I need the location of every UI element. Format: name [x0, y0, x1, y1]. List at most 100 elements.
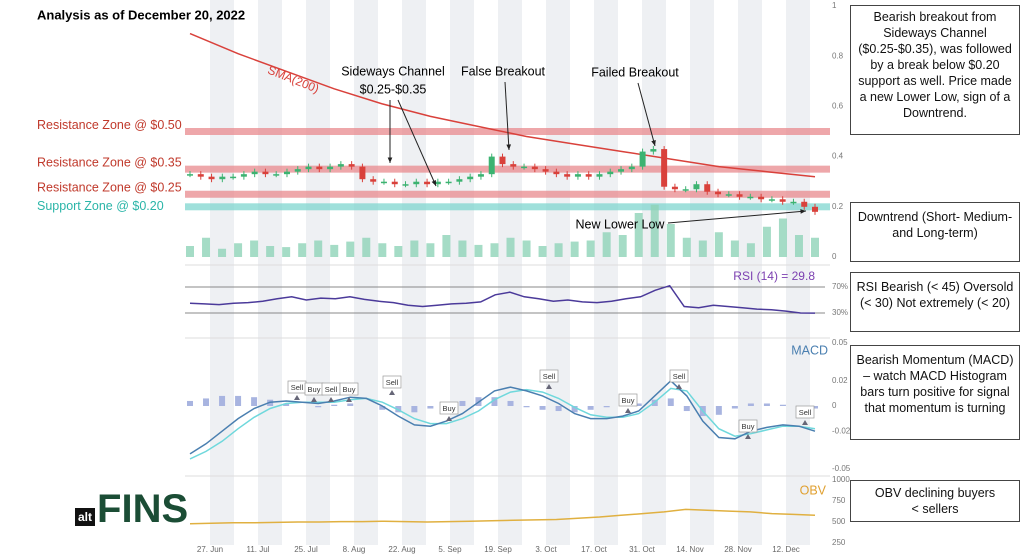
histogram-bar — [587, 406, 594, 410]
candle — [499, 156, 506, 165]
annotation: False Breakout — [461, 64, 546, 78]
volume-bar — [282, 247, 291, 257]
candle — [510, 164, 517, 167]
y-tick-label: 0.02 — [832, 376, 848, 385]
histogram-bar — [683, 406, 690, 412]
arrow — [397, 99, 437, 187]
histogram-bar — [219, 395, 226, 406]
histogram-bar — [507, 400, 514, 406]
signal-label: Buy — [622, 396, 635, 405]
candle — [790, 201, 797, 204]
candle — [574, 174, 581, 177]
x-tick-label: 14. Nov — [676, 545, 704, 554]
candle — [812, 206, 818, 212]
volume-bar — [778, 218, 787, 257]
histogram-bar — [523, 406, 530, 408]
candle — [553, 171, 560, 175]
x-tick-label: 27. Jun — [197, 545, 223, 554]
note: Bearish Momentum (MACD) – watch MACD His… — [850, 345, 1020, 440]
arrow — [637, 82, 656, 147]
volume-bar — [186, 246, 194, 257]
series-line — [189, 32, 816, 178]
note: Downtrend (Short- Medium- and Long-term) — [850, 202, 1020, 262]
signal-marker — [389, 390, 395, 395]
arrow-head — [431, 180, 436, 186]
week-band — [546, 0, 570, 545]
signal-marker — [745, 434, 751, 439]
y-tick-label: 0.6 — [832, 102, 844, 111]
histogram-bar — [491, 397, 498, 406]
y-tick-label: 1000 — [832, 475, 850, 484]
histogram-bar — [812, 406, 818, 409]
y-tick-label: 0.2 — [832, 202, 844, 211]
y-tick-label: -0.05 — [832, 464, 851, 473]
panel-title: RSI (14) = 29.8 — [733, 269, 815, 283]
histogram-bar — [283, 403, 290, 406]
y-tick-label: 0.05 — [832, 338, 848, 347]
candle — [596, 174, 603, 177]
week-band — [594, 0, 618, 545]
signal-marker — [676, 384, 682, 389]
volume-bar — [490, 243, 499, 257]
note: OBV declining buyers < sellers — [850, 480, 1020, 522]
week-band — [738, 0, 762, 545]
logo-big: FINS — [97, 487, 189, 531]
candle — [283, 171, 290, 175]
candle — [671, 186, 678, 190]
signal-marker — [294, 395, 300, 400]
signal-label: Sell — [799, 408, 812, 417]
signal-box — [669, 369, 689, 383]
volume-bar — [714, 232, 723, 257]
candle — [650, 149, 657, 152]
volume-bar — [554, 243, 563, 257]
candle — [327, 166, 334, 170]
signal-box — [795, 405, 815, 419]
signal-label: Buy — [443, 404, 456, 413]
arrow — [667, 210, 807, 224]
candle — [359, 166, 366, 180]
volume-bar — [298, 243, 307, 257]
week-band — [690, 0, 714, 545]
histogram-bar — [379, 406, 386, 410]
volume-bar — [202, 237, 211, 257]
histogram-bar — [603, 406, 610, 408]
signal-marker — [802, 420, 808, 425]
candle — [585, 174, 592, 177]
logo: alt FINS — [75, 487, 189, 531]
x-tick-label: 17. Oct — [581, 545, 608, 554]
x-tick-label: 3. Oct — [535, 545, 557, 554]
candle — [413, 181, 420, 185]
candle — [736, 194, 743, 197]
volume-bar — [218, 248, 227, 257]
volume-bar — [618, 235, 627, 257]
candle — [477, 174, 484, 177]
signal-marker — [625, 408, 631, 413]
volume-bar — [266, 246, 275, 257]
y-tick-label: 0.8 — [832, 51, 844, 60]
histogram-bar — [667, 398, 674, 406]
candle — [564, 174, 571, 177]
candle — [747, 196, 754, 199]
volume-bar — [474, 244, 483, 257]
candle — [197, 174, 204, 177]
histogram-bar — [555, 406, 562, 412]
series-line — [189, 284, 816, 314]
candle — [704, 184, 711, 192]
signal-label: Buy — [343, 385, 356, 394]
signal-label: Sell — [325, 385, 338, 394]
arrow-head — [651, 140, 656, 146]
volume-bar — [570, 241, 579, 257]
histogram-bar — [779, 404, 786, 406]
y-tick-label: 1 — [832, 1, 837, 10]
candle — [607, 171, 614, 175]
signal-label: Buy — [742, 422, 755, 431]
week-bands — [210, 0, 810, 545]
signal-label: Sell — [386, 378, 399, 387]
zone-label: Support Zone @ $0.20 — [37, 199, 164, 213]
y-tick-label: 30% — [832, 308, 848, 317]
candle — [618, 169, 625, 172]
candle — [424, 181, 431, 185]
histogram-bar — [411, 406, 418, 413]
candle — [208, 176, 215, 180]
